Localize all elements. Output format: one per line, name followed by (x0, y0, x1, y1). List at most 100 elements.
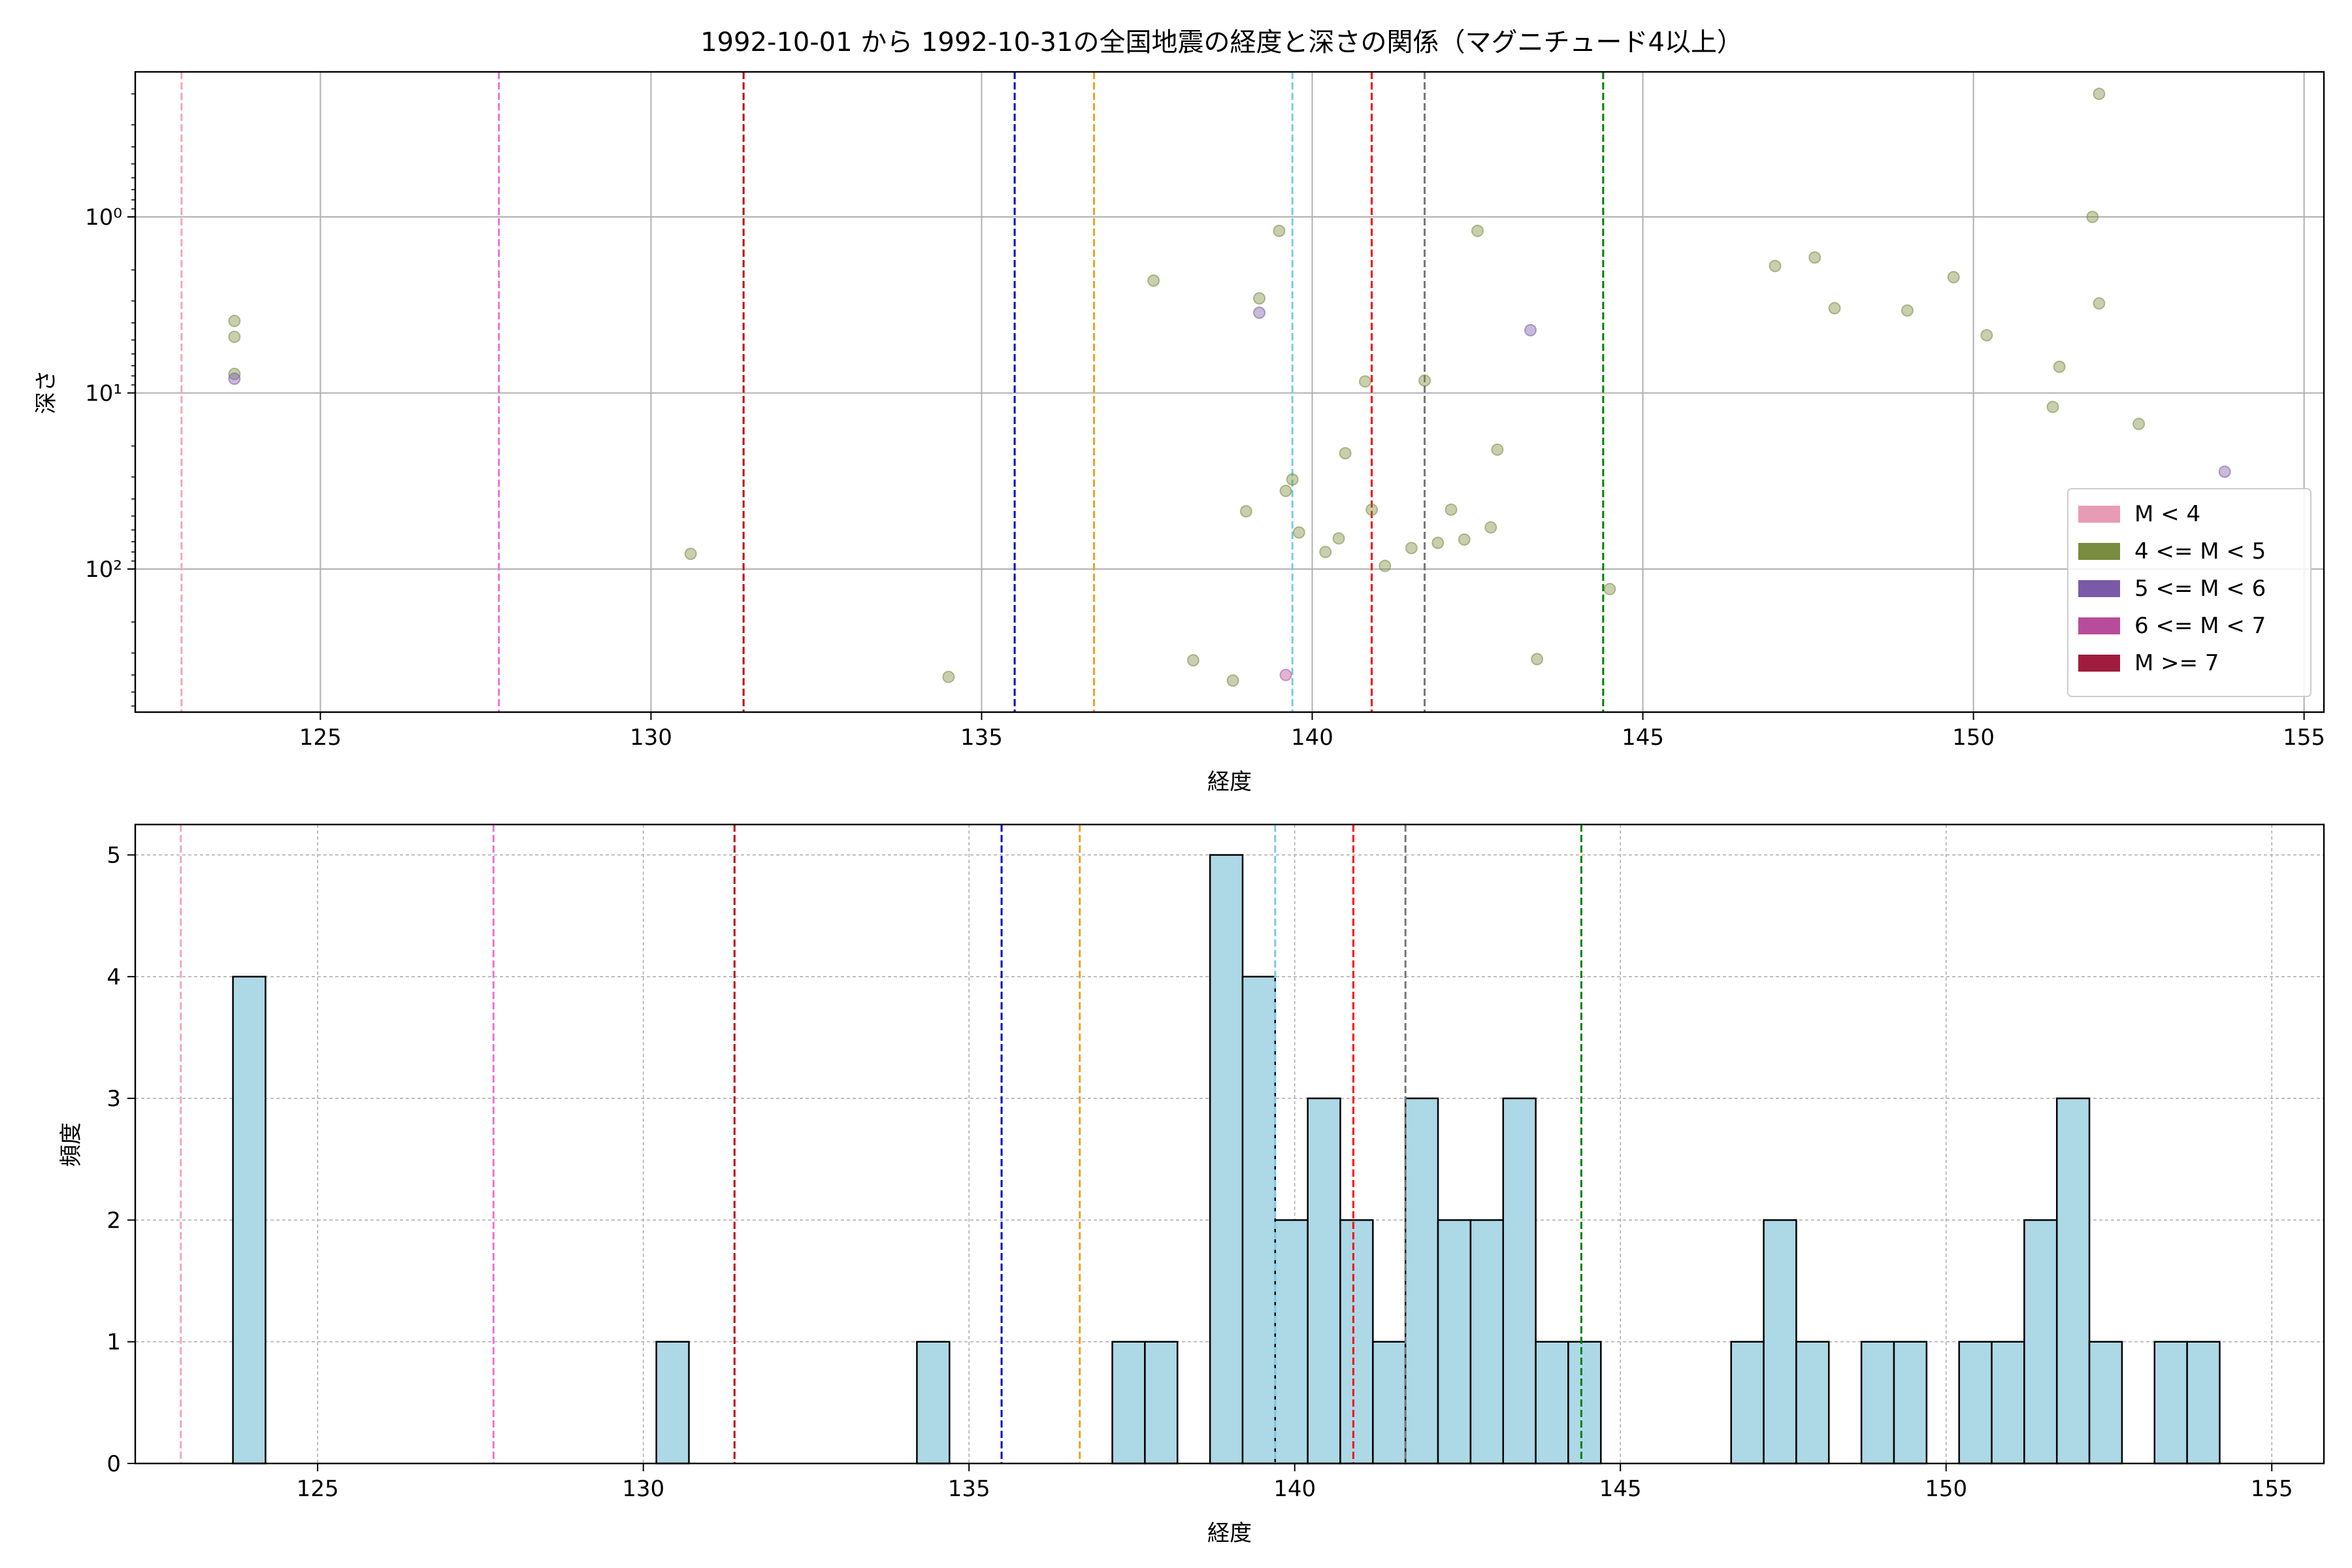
histogram-bar (1795, 1341, 1830, 1465)
scatter-point (1769, 259, 1782, 272)
scatter-point (1828, 302, 1841, 315)
scatter-point (228, 367, 241, 380)
scatter-point (942, 670, 955, 683)
histogram-bar (1469, 1219, 1505, 1465)
histogram-bar (1372, 1341, 1407, 1465)
scatter-x-tick-label: 145 (1622, 725, 1664, 751)
legend-label: 6 <= M < 7 (2134, 613, 2266, 639)
scatter-reference-lines (180, 72, 1605, 712)
scatter-point (1484, 521, 1497, 534)
scatter-point (1947, 270, 1960, 284)
histogram-bar (1241, 975, 1277, 1465)
scatter-x-tick-label: 130 (630, 725, 672, 751)
histogram-bar (1307, 1097, 1341, 1465)
histogram-bar (1404, 1097, 1439, 1465)
histogram-bar (232, 975, 267, 1465)
legend-label: 4 <= M < 5 (2134, 538, 2266, 564)
legend-box (2067, 488, 2311, 697)
histogram-y-tick-label: 4 (106, 964, 121, 990)
legend-swatch (2078, 543, 2120, 560)
histogram-bar (1991, 1341, 2025, 1465)
scatter-point (1279, 484, 1292, 497)
scatter-point (1603, 583, 1616, 596)
scatter-point (1379, 559, 1392, 572)
scatter-point (1239, 505, 1252, 518)
scatter-point (1147, 274, 1160, 287)
scatter-point (228, 331, 241, 344)
legend-swatch (2078, 580, 2120, 597)
scatter-y-tick-label: 10¹ (85, 380, 122, 406)
scatter-point (1531, 653, 1544, 666)
scatter-point (2053, 360, 2066, 373)
scatter-point (2086, 210, 2099, 223)
scatter-point (1808, 251, 1821, 264)
histogram-bar (1144, 1341, 1179, 1465)
scatter-point (1253, 292, 1266, 305)
scatter-point (228, 314, 241, 327)
scatter-grid (135, 72, 2324, 712)
legend-swatch (2078, 655, 2120, 672)
histogram-bar (1502, 1097, 1537, 1465)
histogram-bar (655, 1341, 690, 1465)
scatter-y-tick-label: 10² (85, 557, 122, 583)
histogram-bar (2186, 1341, 2221, 1465)
histogram-y-tick-label: 5 (106, 843, 121, 869)
scatter-point (1279, 668, 1292, 681)
scatter-point (2046, 400, 2059, 414)
histogram-reference-lines (180, 825, 1582, 1463)
scatter-point (1458, 533, 1471, 546)
scatter-x-ticks: 125 130 135 140 145 150 155 (299, 712, 2325, 751)
scatter-point (228, 372, 241, 385)
scatter-point (1186, 654, 1200, 667)
histogram-bar (1111, 1341, 1146, 1465)
histogram-bar (1893, 1341, 1928, 1465)
histogram-x-tick-label: 140 (1273, 1476, 1316, 1502)
histogram-y-tick-label: 0 (106, 1451, 121, 1477)
scatter-point (1273, 224, 1286, 237)
histogram-x-ticks: 125 130 135 140 145 150 155 (297, 1463, 2293, 1502)
scatter-point (1418, 374, 1431, 387)
scatter-legend: M < 4 4 <= M < 5 5 <= M < 6 6 <= M < 7 M >= … (2067, 488, 2311, 697)
scatter-point (2093, 297, 2106, 310)
scatter-y-ticks: 10⁰ 10¹ 10² (85, 93, 135, 707)
legend-label: M < 4 (2134, 501, 2200, 527)
scatter-point (1319, 546, 1332, 559)
figure-title: 1992-10-01 から 1992-10-31の全国地震の経度と深さの関係（マ… (700, 27, 1743, 57)
scatter-x-tick-label: 125 (299, 725, 342, 751)
scatter-point (1253, 306, 1266, 319)
scatter-x-tick-label: 150 (1952, 725, 1995, 751)
histogram-bar (1958, 1341, 1993, 1465)
scatter-panel: 125 130 135 140 145 150 155 10⁰ 10¹ 10² 経度 深さ M … (33, 71, 2325, 795)
histogram-panel: 125 130 135 140 145 150 155 0 1 2 3 4 5 経度 頻度 (58, 823, 2325, 1546)
scatter-point (1980, 329, 1993, 342)
histogram-y-tick-label: 1 (106, 1330, 121, 1356)
scatter-xlabel: 経度 (1207, 769, 1252, 795)
histogram-x-tick-label: 130 (622, 1476, 664, 1502)
scatter-point (1226, 674, 1239, 687)
scatter-point (1286, 473, 1299, 486)
scatter-point (2132, 417, 2146, 431)
scatter-point (1358, 375, 1371, 388)
legend-swatch (2078, 506, 2120, 523)
scatter-y-tick-label: 10⁰ (85, 204, 122, 231)
histogram-bar (1437, 1219, 1472, 1465)
histogram-bar (1274, 1219, 1309, 1465)
scatter-point (1471, 224, 1484, 237)
scatter-point (1405, 542, 1418, 555)
histogram-x-tick-label: 150 (1925, 1476, 1967, 1502)
scatter-ylabel: 深さ (33, 370, 59, 414)
scatter-point (1365, 503, 1379, 516)
legend-label: 5 <= M < 6 (2134, 576, 2266, 602)
scatter-point (1901, 304, 1914, 317)
histogram-bar (1339, 1219, 1374, 1465)
histogram-x-tick-label: 125 (297, 1476, 339, 1502)
histogram-bar (1860, 1341, 1895, 1465)
scatter-point (2093, 88, 2106, 101)
histogram-bar (1209, 854, 1244, 1465)
scatter-point (1339, 447, 1352, 460)
scatter-point (1332, 532, 1345, 545)
histogram-bar (1763, 1219, 1797, 1465)
histogram-bar (2088, 1341, 2123, 1465)
histogram-bars (232, 854, 2221, 1465)
